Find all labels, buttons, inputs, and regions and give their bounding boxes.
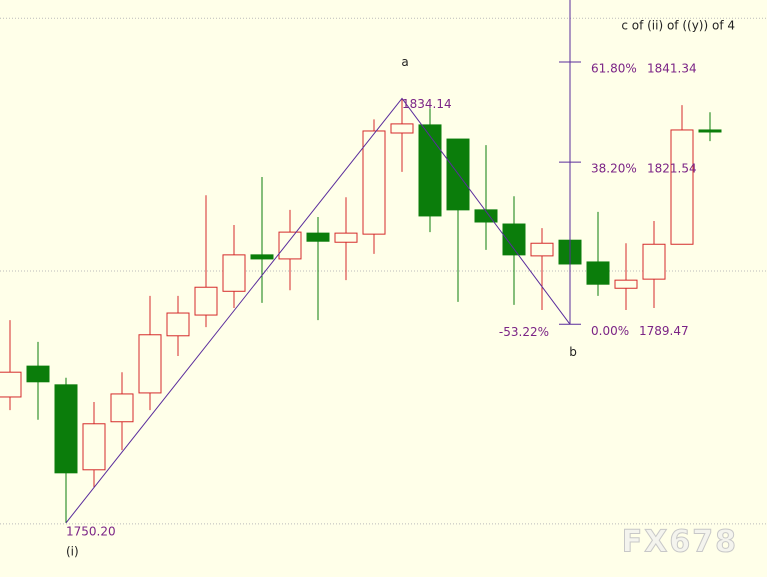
wave-label: a bbox=[401, 55, 408, 69]
watermark: FX678 bbox=[622, 525, 738, 560]
wave-label: (i) bbox=[66, 544, 79, 558]
candle-body bbox=[418, 124, 442, 217]
candle-body bbox=[306, 232, 330, 242]
candle-body bbox=[642, 243, 666, 280]
fib-price: 1789.47 bbox=[639, 324, 689, 338]
candle-body bbox=[334, 232, 358, 243]
candle-body bbox=[250, 254, 274, 260]
candle-body bbox=[362, 130, 386, 235]
candle-body bbox=[614, 279, 638, 289]
candle-body bbox=[0, 371, 22, 398]
price-label: 1834.14 bbox=[402, 97, 452, 111]
candle-body bbox=[278, 231, 302, 260]
wave-label: b bbox=[569, 345, 577, 359]
price-label: 1750.20 bbox=[66, 524, 116, 538]
candle-body bbox=[138, 334, 162, 394]
candle-body bbox=[670, 129, 694, 245]
candle-body bbox=[698, 129, 722, 133]
candle-body bbox=[586, 261, 610, 285]
candle-body bbox=[82, 423, 106, 471]
candle-body bbox=[222, 254, 246, 292]
candle-body bbox=[166, 312, 190, 337]
fib-ratio: 38.20% bbox=[591, 162, 637, 176]
candle-body bbox=[530, 242, 554, 257]
candle-body bbox=[194, 286, 218, 316]
wave-line bbox=[65, 97, 571, 524]
candle-body bbox=[110, 393, 134, 423]
chart-title: c of (ii) of ((y)) of 4 bbox=[621, 19, 735, 33]
fib-price: 1821.54 bbox=[647, 162, 697, 176]
fib-ratio: 61.80% bbox=[591, 61, 637, 75]
candle-body bbox=[502, 223, 526, 256]
fib-price: 1841.34 bbox=[647, 61, 697, 75]
fib-ratio: 0.00% bbox=[591, 324, 629, 338]
retracement-label: -53.22% bbox=[499, 325, 549, 339]
candle-body bbox=[390, 123, 414, 134]
candle-body bbox=[54, 384, 78, 474]
candle-body bbox=[26, 365, 50, 383]
